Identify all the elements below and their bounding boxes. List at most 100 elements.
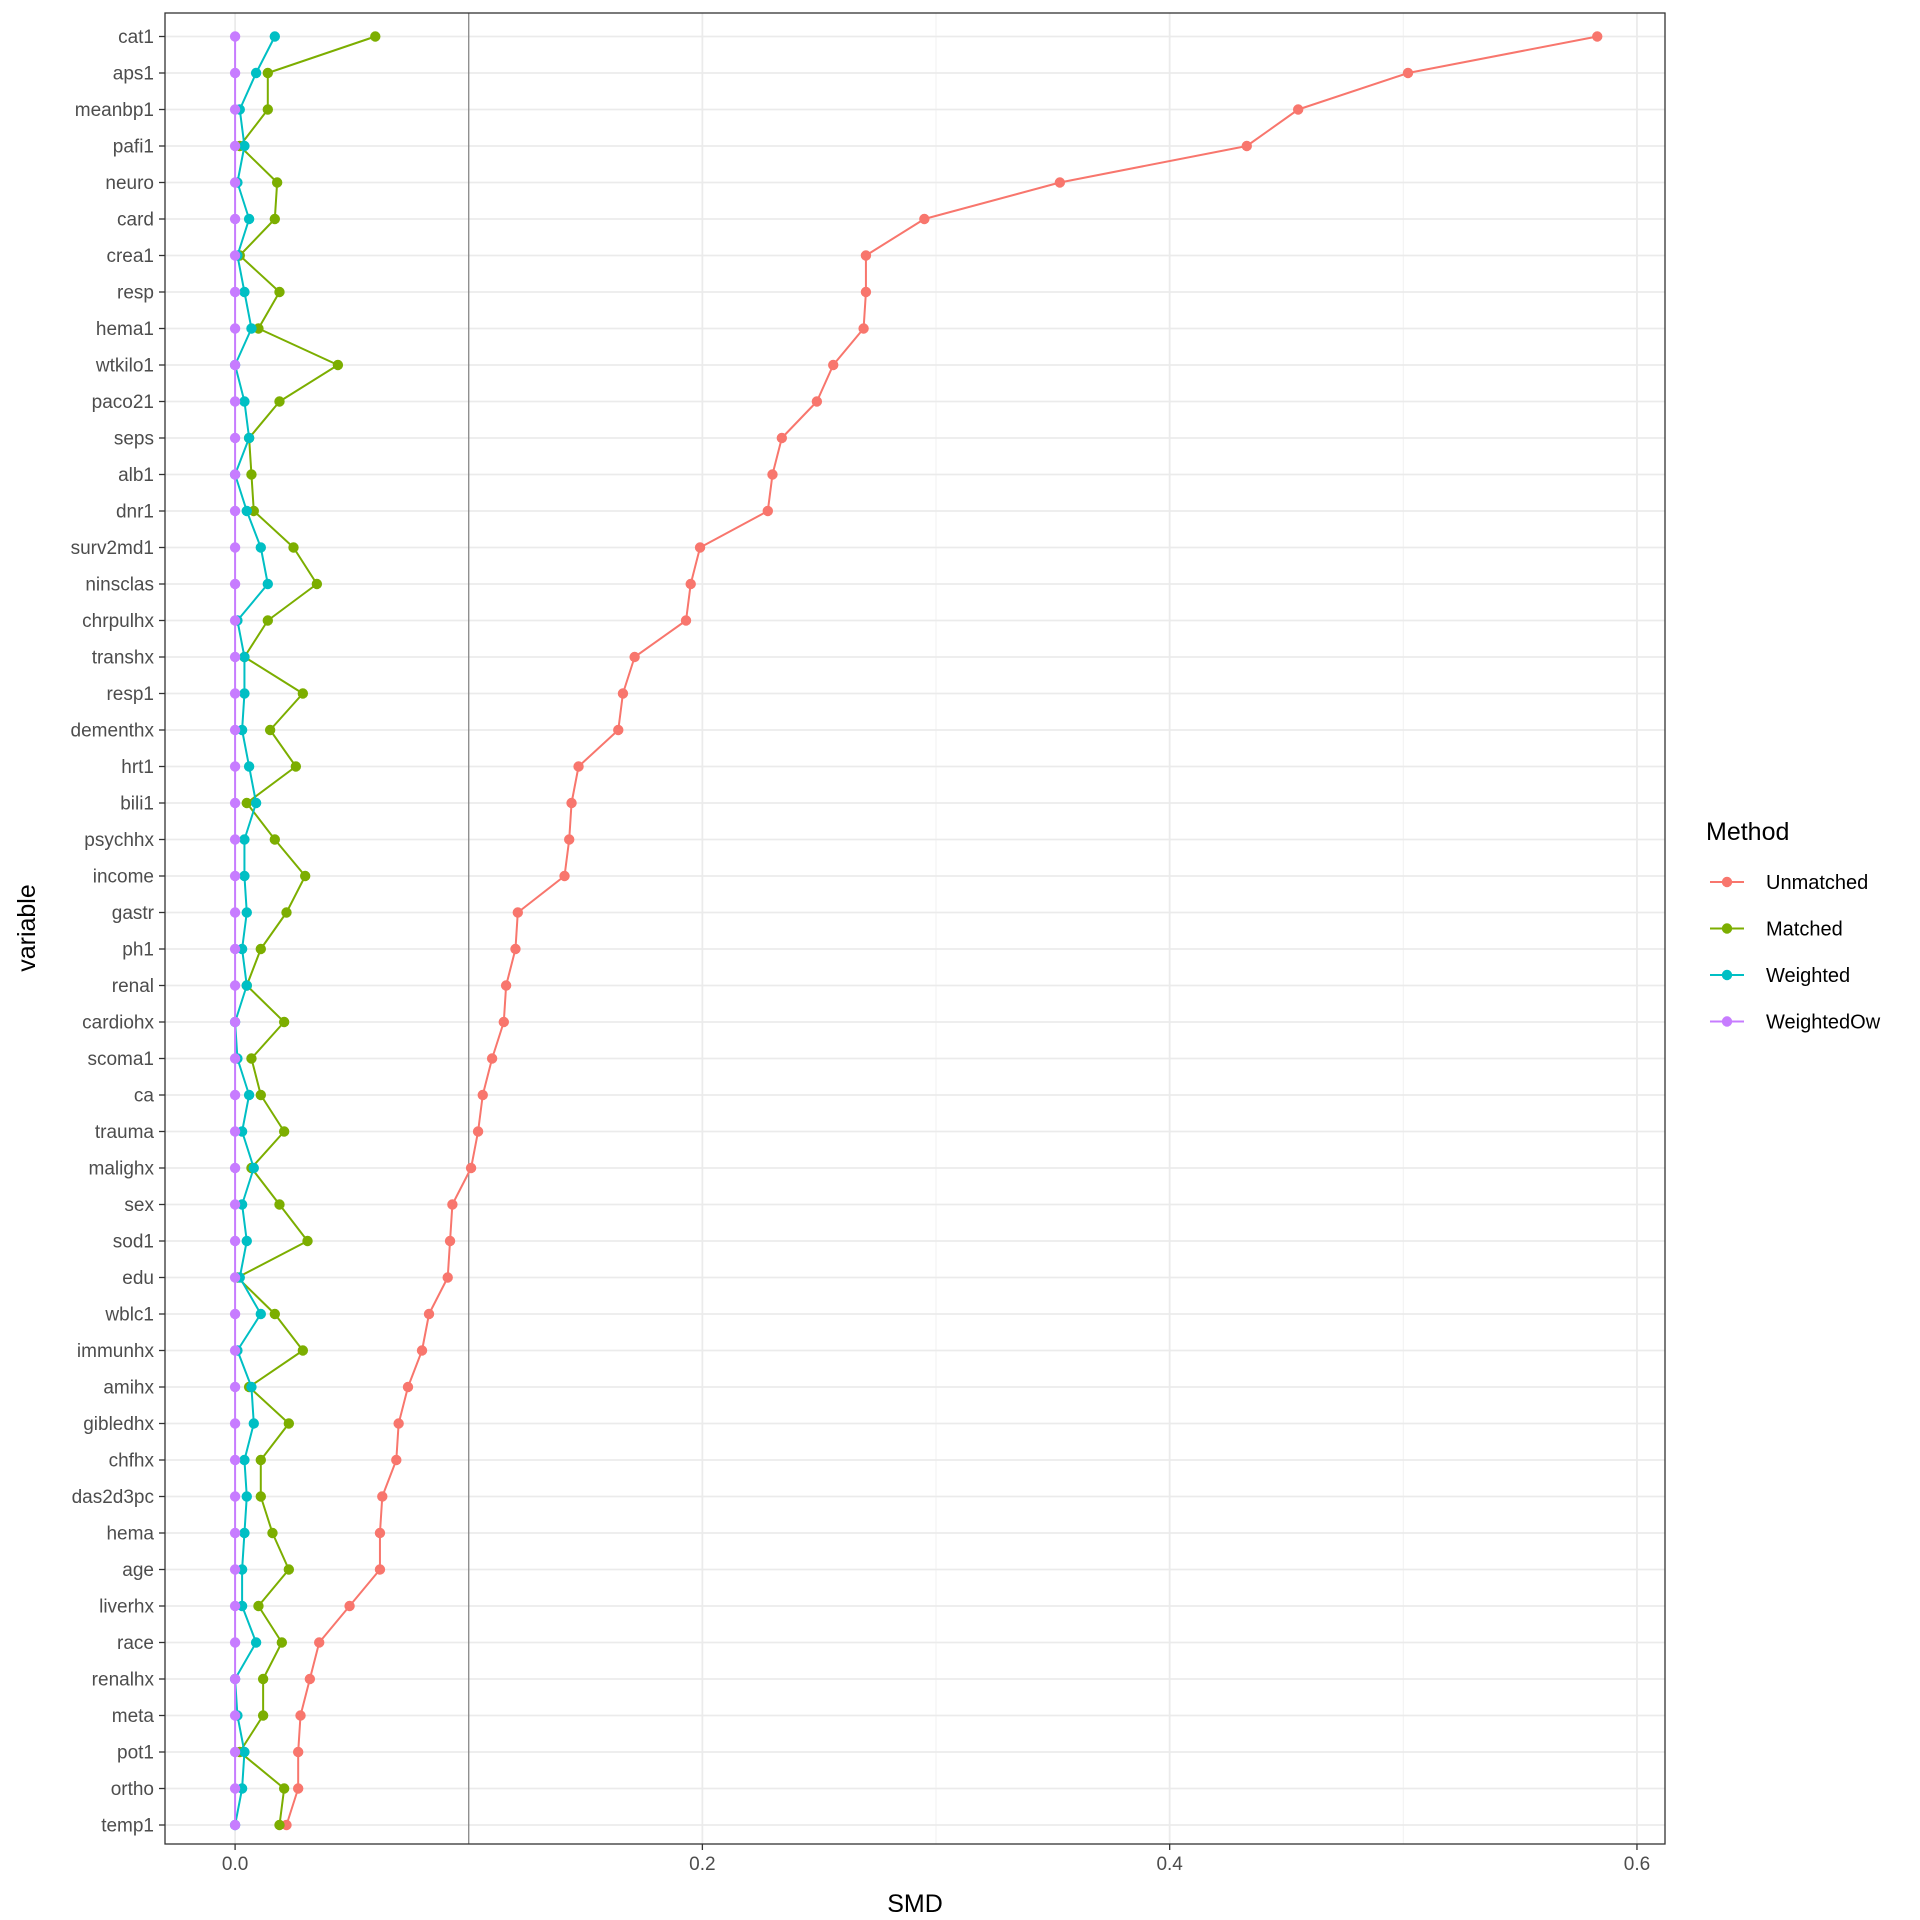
y-tick-label: surv2md1 <box>71 538 154 559</box>
point-unmatched <box>858 323 869 334</box>
series-unmatched <box>281 31 1603 1831</box>
legend-title: Method <box>1706 818 1789 846</box>
point-weightedow <box>229 797 241 809</box>
point-unmatched <box>391 1454 402 1466</box>
y-tick-label: trauma <box>95 1122 155 1143</box>
point-weighted <box>239 834 250 845</box>
point-unmatched <box>393 1418 404 1429</box>
point-unmatched <box>629 651 640 663</box>
point-weighted <box>239 1746 250 1758</box>
point-matched <box>290 761 302 772</box>
y-tick-label: income <box>93 867 154 888</box>
y-tick-label: race <box>117 1633 154 1654</box>
point-matched <box>241 797 252 809</box>
point-weightedow <box>229 870 241 882</box>
y-tick-label: ninsclas <box>85 575 154 596</box>
point-weightedow <box>229 1199 241 1210</box>
point-weighted <box>239 140 250 152</box>
point-matched <box>257 1710 269 1721</box>
x-tick-label: 0.2 <box>689 1854 715 1875</box>
point-weightedow <box>229 250 241 261</box>
y-tick-label: immunhx <box>77 1341 155 1362</box>
point-weightedow <box>229 1637 241 1648</box>
point-unmatched <box>423 1308 435 1320</box>
point-matched <box>283 1418 295 1429</box>
point-weightedow <box>229 1126 241 1137</box>
point-unmatched <box>1054 177 1066 188</box>
point-matched <box>255 943 266 955</box>
legend-item-matched: Matched <box>1710 919 1843 941</box>
point-weightedow <box>229 1016 241 1028</box>
point-unmatched <box>828 359 839 371</box>
legend-item-weightedow: WeightedOw <box>1710 1012 1881 1034</box>
point-weighted <box>255 542 266 553</box>
point-weighted <box>241 505 252 517</box>
point-unmatched <box>1292 104 1304 115</box>
point-matched <box>257 1673 269 1685</box>
point-weighted <box>239 1454 250 1466</box>
point-weightedow <box>229 1564 241 1575</box>
point-unmatched <box>776 432 788 444</box>
y-tick-label: cat1 <box>118 27 154 48</box>
point-weightedow <box>229 1454 241 1466</box>
point-matched <box>332 359 344 371</box>
point-weighted <box>248 1162 259 1174</box>
point-weightedow <box>229 1272 241 1283</box>
point-unmatched <box>694 542 706 553</box>
point-weightedow <box>229 505 241 517</box>
series-weightedow <box>229 31 241 1831</box>
point-matched <box>297 688 309 699</box>
point-unmatched <box>1592 31 1603 42</box>
point-weightedow <box>229 542 241 553</box>
y-tick-label: card <box>117 210 154 231</box>
y-tick-label: dementhx <box>71 721 155 742</box>
point-weightedow <box>229 615 241 626</box>
point-unmatched <box>295 1710 306 1721</box>
y-tick-label: pafi1 <box>113 137 154 158</box>
point-weighted <box>243 761 255 772</box>
point-weightedow <box>229 761 241 772</box>
point-weighted <box>250 797 262 809</box>
point-weighted <box>239 286 250 298</box>
point-unmatched <box>566 797 577 809</box>
y-tick-label: pot1 <box>117 1743 154 1764</box>
point-weighted <box>243 1089 255 1101</box>
y-tick-label: crea1 <box>106 246 154 267</box>
point-matched <box>302 1235 313 1247</box>
grid-lines <box>165 13 1665 1844</box>
point-matched <box>297 1345 309 1356</box>
point-weighted <box>262 578 274 590</box>
y-tick-label: renalhx <box>92 1670 155 1691</box>
y-tick-label: transhx <box>92 648 155 669</box>
point-weightedow <box>229 177 241 188</box>
point-weighted <box>269 31 281 42</box>
point-weighted <box>248 1418 259 1429</box>
point-matched <box>311 578 323 590</box>
point-matched <box>370 31 381 42</box>
y-tick-label: scoma1 <box>87 1049 154 1070</box>
point-matched <box>246 469 257 480</box>
point-matched <box>274 286 285 298</box>
legend-label: WeightedOw <box>1766 1012 1881 1034</box>
line-unmatched <box>285 35 1598 1826</box>
y-tick-label: resp1 <box>106 684 154 705</box>
point-weighted <box>250 67 262 79</box>
y-tick-label: meta <box>112 1706 155 1727</box>
point-matched <box>269 213 281 225</box>
legend: Method Unmatched Matched Weighted WeightedO… <box>1706 818 1881 1034</box>
point-weighted <box>241 980 252 991</box>
point-unmatched <box>1402 67 1414 79</box>
y-tick-label: malighx <box>89 1159 155 1180</box>
point-matched <box>255 1089 266 1101</box>
point-matched <box>267 1527 278 1539</box>
point-unmatched <box>304 1673 316 1685</box>
plot-panel <box>165 13 1665 1844</box>
point-matched <box>269 834 281 845</box>
y-tick-label: hrt1 <box>121 757 154 778</box>
y-tick-label: ca <box>134 1086 155 1107</box>
y-axis-title: variable <box>13 884 41 972</box>
point-matched <box>288 542 299 553</box>
point-matched <box>255 1491 266 1502</box>
point-unmatched <box>374 1564 386 1575</box>
